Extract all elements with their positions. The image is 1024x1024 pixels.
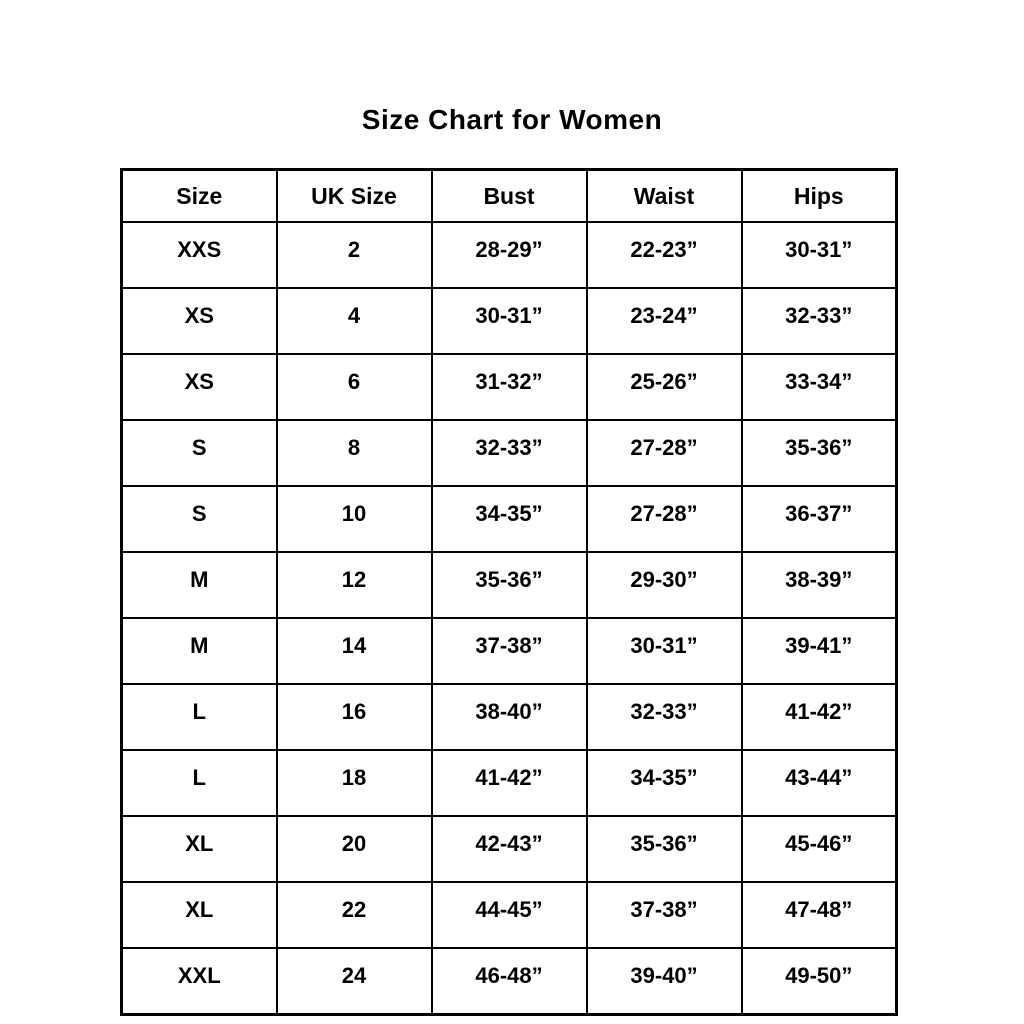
table-cell: 4: [275, 287, 433, 355]
table-cell: 12: [275, 551, 433, 619]
table-cell: 31-32”: [430, 353, 588, 421]
table-cell: L: [120, 683, 278, 751]
table-cell: L: [120, 749, 278, 817]
table-cell: 28-29”: [430, 221, 588, 289]
table-cell: 32-33”: [430, 419, 588, 487]
table-row: XS 6 31-32” 25-26” 33-34”: [120, 353, 898, 421]
table-cell: 42-43”: [430, 815, 588, 883]
table-cell: 20: [275, 815, 433, 883]
table-row: S 8 32-33” 27-28” 35-36”: [120, 419, 898, 487]
table-cell: M: [120, 551, 278, 619]
table-cell: 18: [275, 749, 433, 817]
table-cell: 32-33”: [740, 287, 898, 355]
table-cell: 14: [275, 617, 433, 685]
table-row: XXL 24 46-48” 39-40” 49-50”: [120, 947, 898, 1016]
table-cell: 30-31”: [585, 617, 743, 685]
table-cell: 38-39”: [740, 551, 898, 619]
table-cell: 30-31”: [430, 287, 588, 355]
table-row: M 14 37-38” 30-31” 39-41”: [120, 617, 898, 685]
table-body: XXS 2 28-29” 22-23” 30-31” XS 4 30-31” 23-24” 32-…: [120, 221, 898, 1016]
table-cell: 44-45”: [430, 881, 588, 949]
table-cell: S: [120, 419, 278, 487]
table-cell: 46-48”: [430, 947, 588, 1016]
table-cell: 41-42”: [740, 683, 898, 751]
table-row: L 18 41-42” 34-35” 43-44”: [120, 749, 898, 817]
table-row: XL 20 42-43” 35-36” 45-46”: [120, 815, 898, 883]
table-cell: 2: [275, 221, 433, 289]
table-cell: 39-40”: [585, 947, 743, 1016]
table-cell: 8: [275, 419, 433, 487]
table-cell: 37-38”: [585, 881, 743, 949]
table-cell: 47-48”: [740, 881, 898, 949]
table-cell: XXL: [120, 947, 278, 1016]
table-cell: 45-46”: [740, 815, 898, 883]
table-cell: 22-23”: [585, 221, 743, 289]
table-cell: 39-41”: [740, 617, 898, 685]
table-cell: 33-34”: [740, 353, 898, 421]
table-row: M 12 35-36” 29-30” 38-39”: [120, 551, 898, 619]
column-header-bust: Bust: [430, 168, 588, 223]
table-cell: 32-33”: [585, 683, 743, 751]
table-cell: XL: [120, 815, 278, 883]
table-cell: 43-44”: [740, 749, 898, 817]
table-cell: 37-38”: [430, 617, 588, 685]
table-cell: 49-50”: [740, 947, 898, 1016]
table-cell: 34-35”: [430, 485, 588, 553]
table-row: XS 4 30-31” 23-24” 32-33”: [120, 287, 898, 355]
table-row: S 10 34-35” 27-28” 36-37”: [120, 485, 898, 553]
table-cell: 35-36”: [585, 815, 743, 883]
table-cell: 23-24”: [585, 287, 743, 355]
table-cell: 41-42”: [430, 749, 588, 817]
table-cell: 29-30”: [585, 551, 743, 619]
column-header-hips: Hips: [740, 168, 898, 223]
table-cell: 24: [275, 947, 433, 1016]
table-cell: M: [120, 617, 278, 685]
table-cell: 25-26”: [585, 353, 743, 421]
column-header-waist: Waist: [585, 168, 743, 223]
table-row: XXS 2 28-29” 22-23” 30-31”: [120, 221, 898, 289]
table-cell: 34-35”: [585, 749, 743, 817]
table-header-row: Size UK Size Bust Waist Hips: [120, 168, 898, 223]
table-cell: 10: [275, 485, 433, 553]
table-cell: XS: [120, 287, 278, 355]
table-cell: XL: [120, 881, 278, 949]
table-cell: 16: [275, 683, 433, 751]
table-row: XL 22 44-45” 37-38” 47-48”: [120, 881, 898, 949]
table-cell: 27-28”: [585, 485, 743, 553]
table-cell: 35-36”: [740, 419, 898, 487]
table-cell: 6: [275, 353, 433, 421]
table-cell: 36-37”: [740, 485, 898, 553]
table-row: L 16 38-40” 32-33” 41-42”: [120, 683, 898, 751]
table-cell: XXS: [120, 221, 278, 289]
table-header: Size UK Size Bust Waist Hips: [120, 168, 898, 223]
page-title: Size Chart for Women: [361, 104, 663, 135]
column-header-uk-size: UK Size: [275, 168, 433, 223]
table-cell: 22: [275, 881, 433, 949]
table-cell: 30-31”: [740, 221, 898, 289]
table-cell: XS: [120, 353, 278, 421]
size-chart-table: Size UK Size Bust Waist Hips XXS 2 28-29” 2…: [120, 168, 898, 1016]
table-cell: S: [120, 485, 278, 553]
table-cell: 27-28”: [585, 419, 743, 487]
table-cell: 38-40”: [430, 683, 588, 751]
column-header-size: Size: [120, 168, 278, 223]
table-cell: 35-36”: [430, 551, 588, 619]
